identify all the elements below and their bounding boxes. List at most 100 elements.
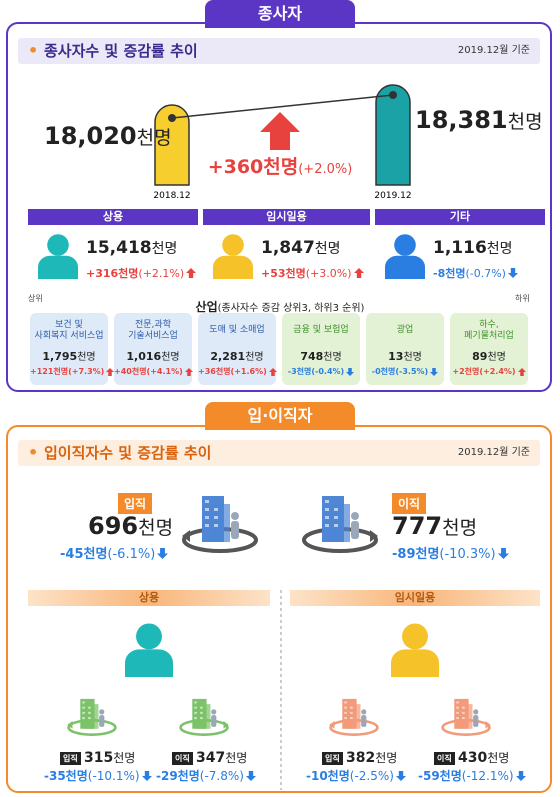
value: 430 — [458, 750, 488, 766]
change: +2천명(+2.4%) — [452, 367, 516, 376]
building-icon-part — [462, 711, 465, 714]
industry-name: 하수, 폐기물처리업 — [450, 320, 528, 342]
type-bar: 임시일용 — [203, 209, 370, 225]
type-value: 15,418천명 — [86, 238, 177, 258]
building-icon-part — [485, 721, 491, 729]
building-icon-part — [200, 717, 203, 720]
change-rate: (-10.1%) — [87, 769, 140, 783]
unit: 천명 — [323, 352, 342, 363]
person-icon — [391, 623, 439, 678]
turnover-value: 696천명 — [88, 512, 173, 540]
arrow-shape — [245, 770, 256, 781]
unit: 천명 — [113, 751, 136, 765]
building-icon-part — [361, 715, 367, 727]
building-icon-part — [205, 500, 218, 527]
person-icon-part — [222, 234, 244, 256]
change-value: -10천명 — [306, 769, 350, 783]
building-icon-part — [344, 701, 347, 704]
type-value: 1,847천명 — [261, 238, 341, 258]
building-icon-part — [325, 500, 338, 527]
building-icon-part — [325, 508, 329, 511]
group-bar: 상용 — [28, 590, 270, 606]
up-arrow — [186, 267, 197, 278]
arrow-shape — [268, 367, 277, 376]
building-icon-part — [344, 717, 347, 720]
header-date: 2019.12월 기준 — [457, 45, 530, 56]
name-line: 보건 및 — [55, 320, 83, 330]
name-line: 광업 — [396, 325, 414, 335]
unit: 천명 — [161, 352, 180, 363]
turnover-value: 347천명 — [196, 747, 247, 766]
turnover-tab: 입·이직자 — [205, 402, 355, 430]
arrow-shape — [395, 770, 406, 781]
up-arrow — [353, 267, 364, 278]
arrow-shape — [353, 267, 364, 278]
building-icon-part — [473, 715, 479, 727]
turnover-value: 315천명 — [84, 747, 135, 766]
arrow-shape — [157, 548, 169, 559]
person-icon-part — [394, 234, 416, 256]
industry-value: 1,795천명 — [30, 348, 108, 363]
person-icon — [38, 234, 78, 279]
pillars: 2018.12 2019.12 — [153, 84, 412, 200]
building-icon — [329, 698, 379, 736]
change: +316천명(+2.1%) — [86, 262, 197, 281]
unit: 천명 — [77, 352, 96, 363]
industry-name: 보건 및 사회복지 서비스업 — [30, 320, 108, 342]
building-icon-part — [344, 706, 347, 709]
building-icon-part — [82, 701, 91, 720]
down-arrow — [497, 548, 509, 559]
building-icon-part — [350, 711, 353, 714]
up-arrow — [106, 367, 115, 376]
change: -8천명(-0.7%) — [433, 262, 518, 281]
down-arrow — [515, 770, 526, 781]
building-icon-part — [200, 711, 203, 714]
arrow-shape — [186, 267, 197, 278]
type-bar: 기타 — [375, 209, 545, 225]
building-icon-part — [205, 516, 209, 519]
building-icon-part — [351, 512, 359, 520]
value: 2,281 — [210, 350, 246, 363]
person-icon — [385, 234, 425, 279]
industry-value: 1,016천명 — [114, 348, 192, 363]
building-icon-part — [456, 701, 459, 704]
name-line: 폐기물처리업 — [464, 331, 514, 341]
value: 13 — [388, 350, 404, 363]
building-icon-part — [329, 698, 379, 736]
value: 89 — [472, 350, 488, 363]
name-line: 도매 및 소매업 — [209, 325, 265, 335]
bullet: • — [28, 443, 39, 462]
building-icon-part — [200, 706, 203, 709]
group-bar: 임시일용 — [290, 590, 540, 606]
down-arrow — [430, 367, 439, 376]
value: 18,381 — [415, 106, 508, 134]
badge: 입직 — [60, 752, 81, 765]
change-value: -45천명 — [60, 547, 108, 562]
building-icon-part — [194, 711, 197, 714]
value: 748 — [300, 350, 324, 363]
change: +40천명(+4.1%) — [114, 367, 183, 376]
building-icon-part — [67, 698, 117, 736]
value: 15,418 — [86, 238, 152, 258]
arrow-shape — [346, 367, 355, 376]
type-bar: 상용 — [28, 209, 198, 225]
value: 1,016 — [126, 350, 162, 363]
building-icon-part — [473, 709, 479, 715]
change: -35천명(-10.1%) — [44, 765, 152, 784]
person-icon-part — [47, 234, 69, 256]
name-line: 하수, — [479, 320, 499, 330]
pillar-after — [375, 84, 411, 186]
building-icon-part — [334, 516, 338, 519]
building-icon-part — [182, 496, 258, 553]
change: -10천명(-2.5%) — [306, 765, 406, 784]
change: +36천명(+1.6%) — [198, 367, 267, 376]
building-icon — [182, 496, 258, 553]
industry-value: 2,281천명 — [198, 348, 276, 363]
total-change: +360천명(+2.0%) — [180, 152, 380, 179]
value: 1,795 — [42, 350, 78, 363]
change: +360천명 — [207, 156, 299, 178]
down-arrow — [157, 548, 169, 559]
name-line: 기술서비스업 — [128, 331, 178, 341]
industry-card: 하수, 폐기물처리업 89천명 +2천명(+2.4%) — [450, 313, 528, 385]
change-value: -29천명 — [156, 769, 200, 783]
